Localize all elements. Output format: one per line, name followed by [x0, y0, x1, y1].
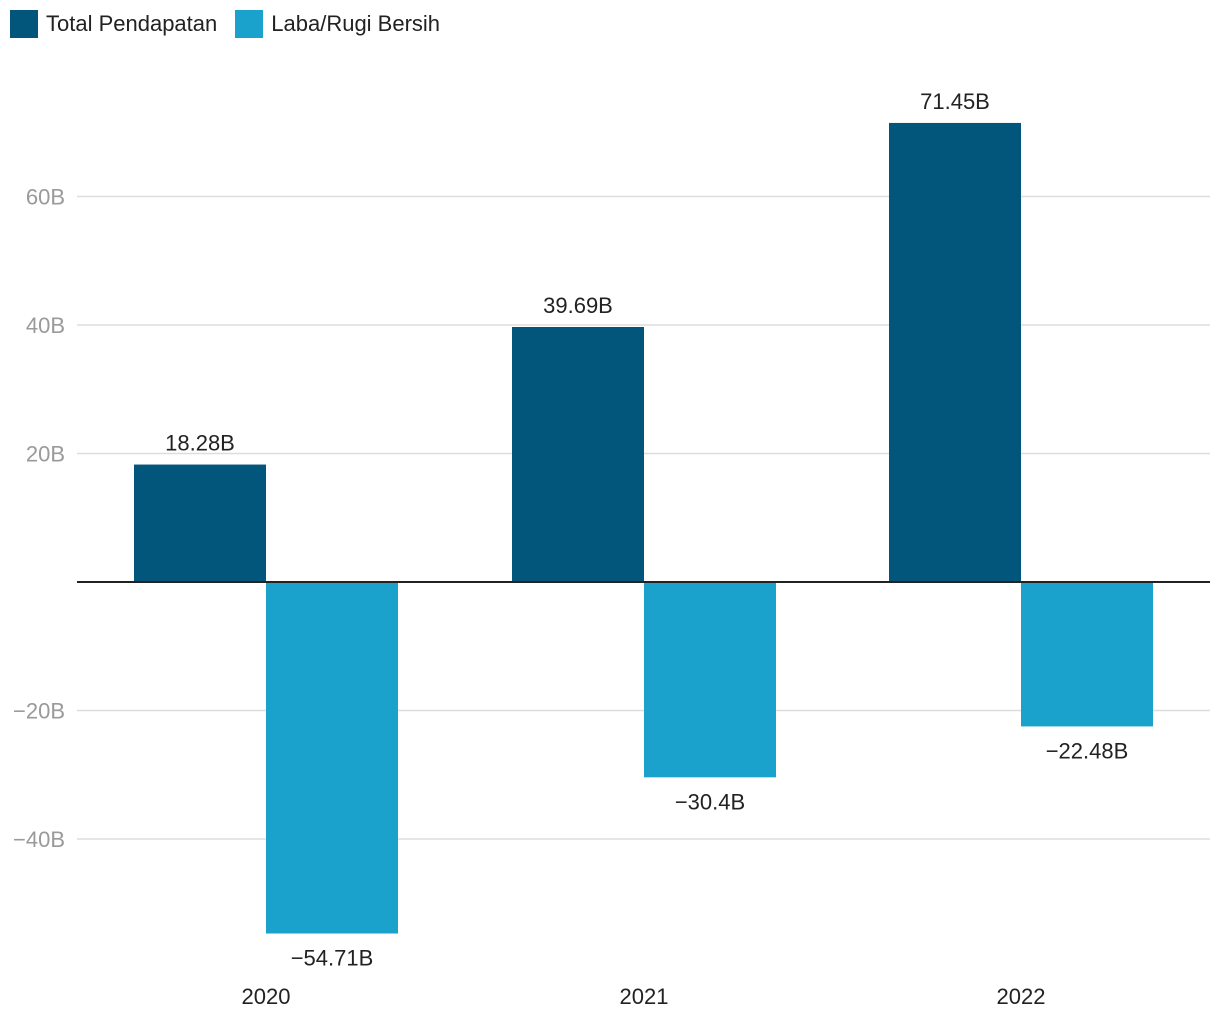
data-label: −54.71B [291, 946, 374, 971]
y-tick-label: 60B [26, 185, 65, 210]
data-label: −22.48B [1046, 738, 1129, 763]
legend-swatch-laba-rugi-bersih [235, 10, 264, 38]
bar-laba-rugi-bersih [644, 582, 776, 778]
gridlines [77, 195, 1210, 840]
x-category-label: 2022 [997, 984, 1046, 1009]
bar-total-pendapatan [512, 326, 644, 582]
data-label: 18.28B [165, 431, 235, 456]
legend-label-total-pendapatan: Total Pendapatan [46, 11, 218, 36]
y-tick-label: −20B [13, 699, 65, 724]
y-tick-label: −40B [13, 827, 65, 852]
x-category-label: 2021 [620, 984, 669, 1009]
data-label: 39.69B [543, 293, 613, 318]
bar-laba-rugi-bersih [1021, 582, 1153, 727]
bar-total-pendapatan [889, 122, 1021, 582]
legend-label-laba-rugi-bersih: Laba/Rugi Bersih [271, 11, 441, 36]
data-label: −30.4B [675, 789, 745, 814]
legend-item-laba-rugi-bersih: Laba/Rugi Bersih [235, 10, 440, 38]
y-tick-label: 20B [26, 442, 65, 467]
x-category-label: 2020 [242, 984, 291, 1009]
y-tick-label: 40B [26, 313, 65, 338]
bars [134, 122, 1153, 934]
bar-laba-rugi-bersih [266, 582, 398, 934]
legend-item-total-pendapatan: Total Pendapatan [10, 10, 217, 38]
legend-swatch-total-pendapatan [10, 10, 38, 38]
legend: Total Pendapatan Laba/Rugi Bersih [10, 10, 440, 38]
bar-total-pendapatan [134, 464, 266, 582]
data-label: 71.45B [920, 89, 990, 114]
